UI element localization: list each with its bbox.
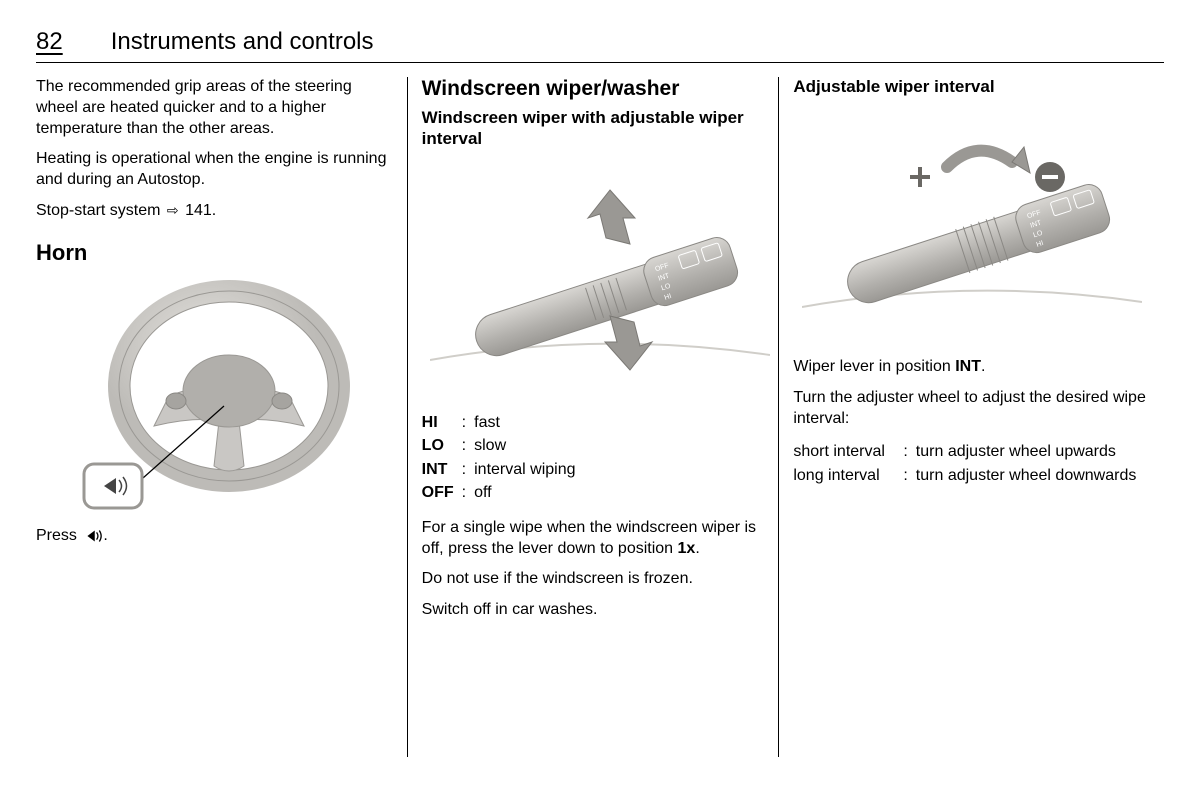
steering-wheel-icon	[64, 276, 364, 516]
legend-int-key: INT	[422, 459, 462, 481]
column-3: Adjustable wiper interval	[779, 77, 1164, 777]
adj-interval-heading: Adjustable wiper interval	[793, 77, 1150, 97]
interval-table: short interval : turn adjuster wheel upw…	[793, 439, 1144, 488]
wiper-stalk-figure-2: OFF INT LO HI	[793, 107, 1150, 347]
stop-start-text: Stop-start system	[36, 202, 165, 219]
page-number: 82	[36, 28, 63, 56]
column-2: Windscreen wiper/washer Windscreen wiper…	[408, 77, 779, 777]
steering-wheel-figure	[36, 276, 393, 516]
col1-para-2: Heating is operational when the engine i…	[36, 149, 393, 191]
crossref-arrow-icon	[165, 202, 181, 219]
pos-int: INT	[955, 358, 981, 375]
horn-heading: Horn	[36, 240, 393, 266]
lever-int-text: Wiper lever in position INT.	[793, 357, 1150, 378]
stop-start-page: 141.	[181, 202, 217, 219]
legend-lo-val: slow	[474, 435, 583, 457]
carwash-warning: Switch off in car washes.	[422, 600, 779, 621]
col1-para-1: The recommended grip areas of the steeri…	[36, 77, 393, 139]
legend-hi-key: HI	[422, 412, 462, 434]
col1-para-3: Stop-start system 141.	[36, 201, 393, 222]
arrow-down-icon	[605, 316, 652, 370]
press-horn-text: Press .	[36, 526, 393, 547]
legend-hi-val: fast	[474, 412, 583, 434]
short-interval-key: short interval	[793, 441, 903, 463]
legend-colon: :	[462, 412, 474, 434]
press-label: Press	[36, 527, 81, 544]
wiper-stalk-icon: OFF INT LO HI	[430, 160, 770, 400]
curve-arrow-icon	[947, 151, 1012, 167]
horn-icon	[81, 529, 103, 543]
single-wipe-text: For a single wipe when the windscreen wi…	[422, 518, 779, 560]
wiper-mode-legend: HI:fast LO:slow INT:interval wiping OFF:…	[422, 410, 584, 506]
chapter-title: Instruments and controls	[111, 28, 374, 56]
long-interval-key: long interval	[793, 465, 903, 487]
legend-int-val: interval wiping	[474, 459, 583, 481]
short-interval-val: turn adjuster wheel upwards	[916, 441, 1145, 463]
column-1: The recommended grip areas of the steeri…	[36, 77, 407, 777]
legend-lo-key: LO	[422, 435, 462, 457]
wiper-stalk-figure-1: OFF INT LO HI	[422, 160, 779, 400]
page-header: 82 Instruments and controls	[36, 28, 1164, 63]
content-columns: The recommended grip areas of the steeri…	[36, 77, 1164, 777]
pos-1x: 1x	[678, 540, 696, 557]
arrow-up-icon	[588, 190, 635, 244]
long-interval-val: turn adjuster wheel downwards	[916, 465, 1145, 487]
frozen-warning: Do not use if the windscreen is frozen.	[422, 569, 779, 590]
adjust-instruction: Turn the adjuster wheel to adjust the de…	[793, 388, 1150, 430]
plus-icon	[910, 167, 930, 187]
wiper-adjuster-icon: OFF INT LO HI	[802, 107, 1142, 347]
wiper-adj-subheading: Windscreen wiper with adjustable wiper i…	[422, 107, 779, 150]
wiper-washer-heading: Windscreen wiper/washer	[422, 77, 779, 101]
legend-off-val: off	[474, 482, 583, 504]
press-end: .	[103, 527, 107, 544]
legend-off-key: OFF	[422, 482, 462, 504]
